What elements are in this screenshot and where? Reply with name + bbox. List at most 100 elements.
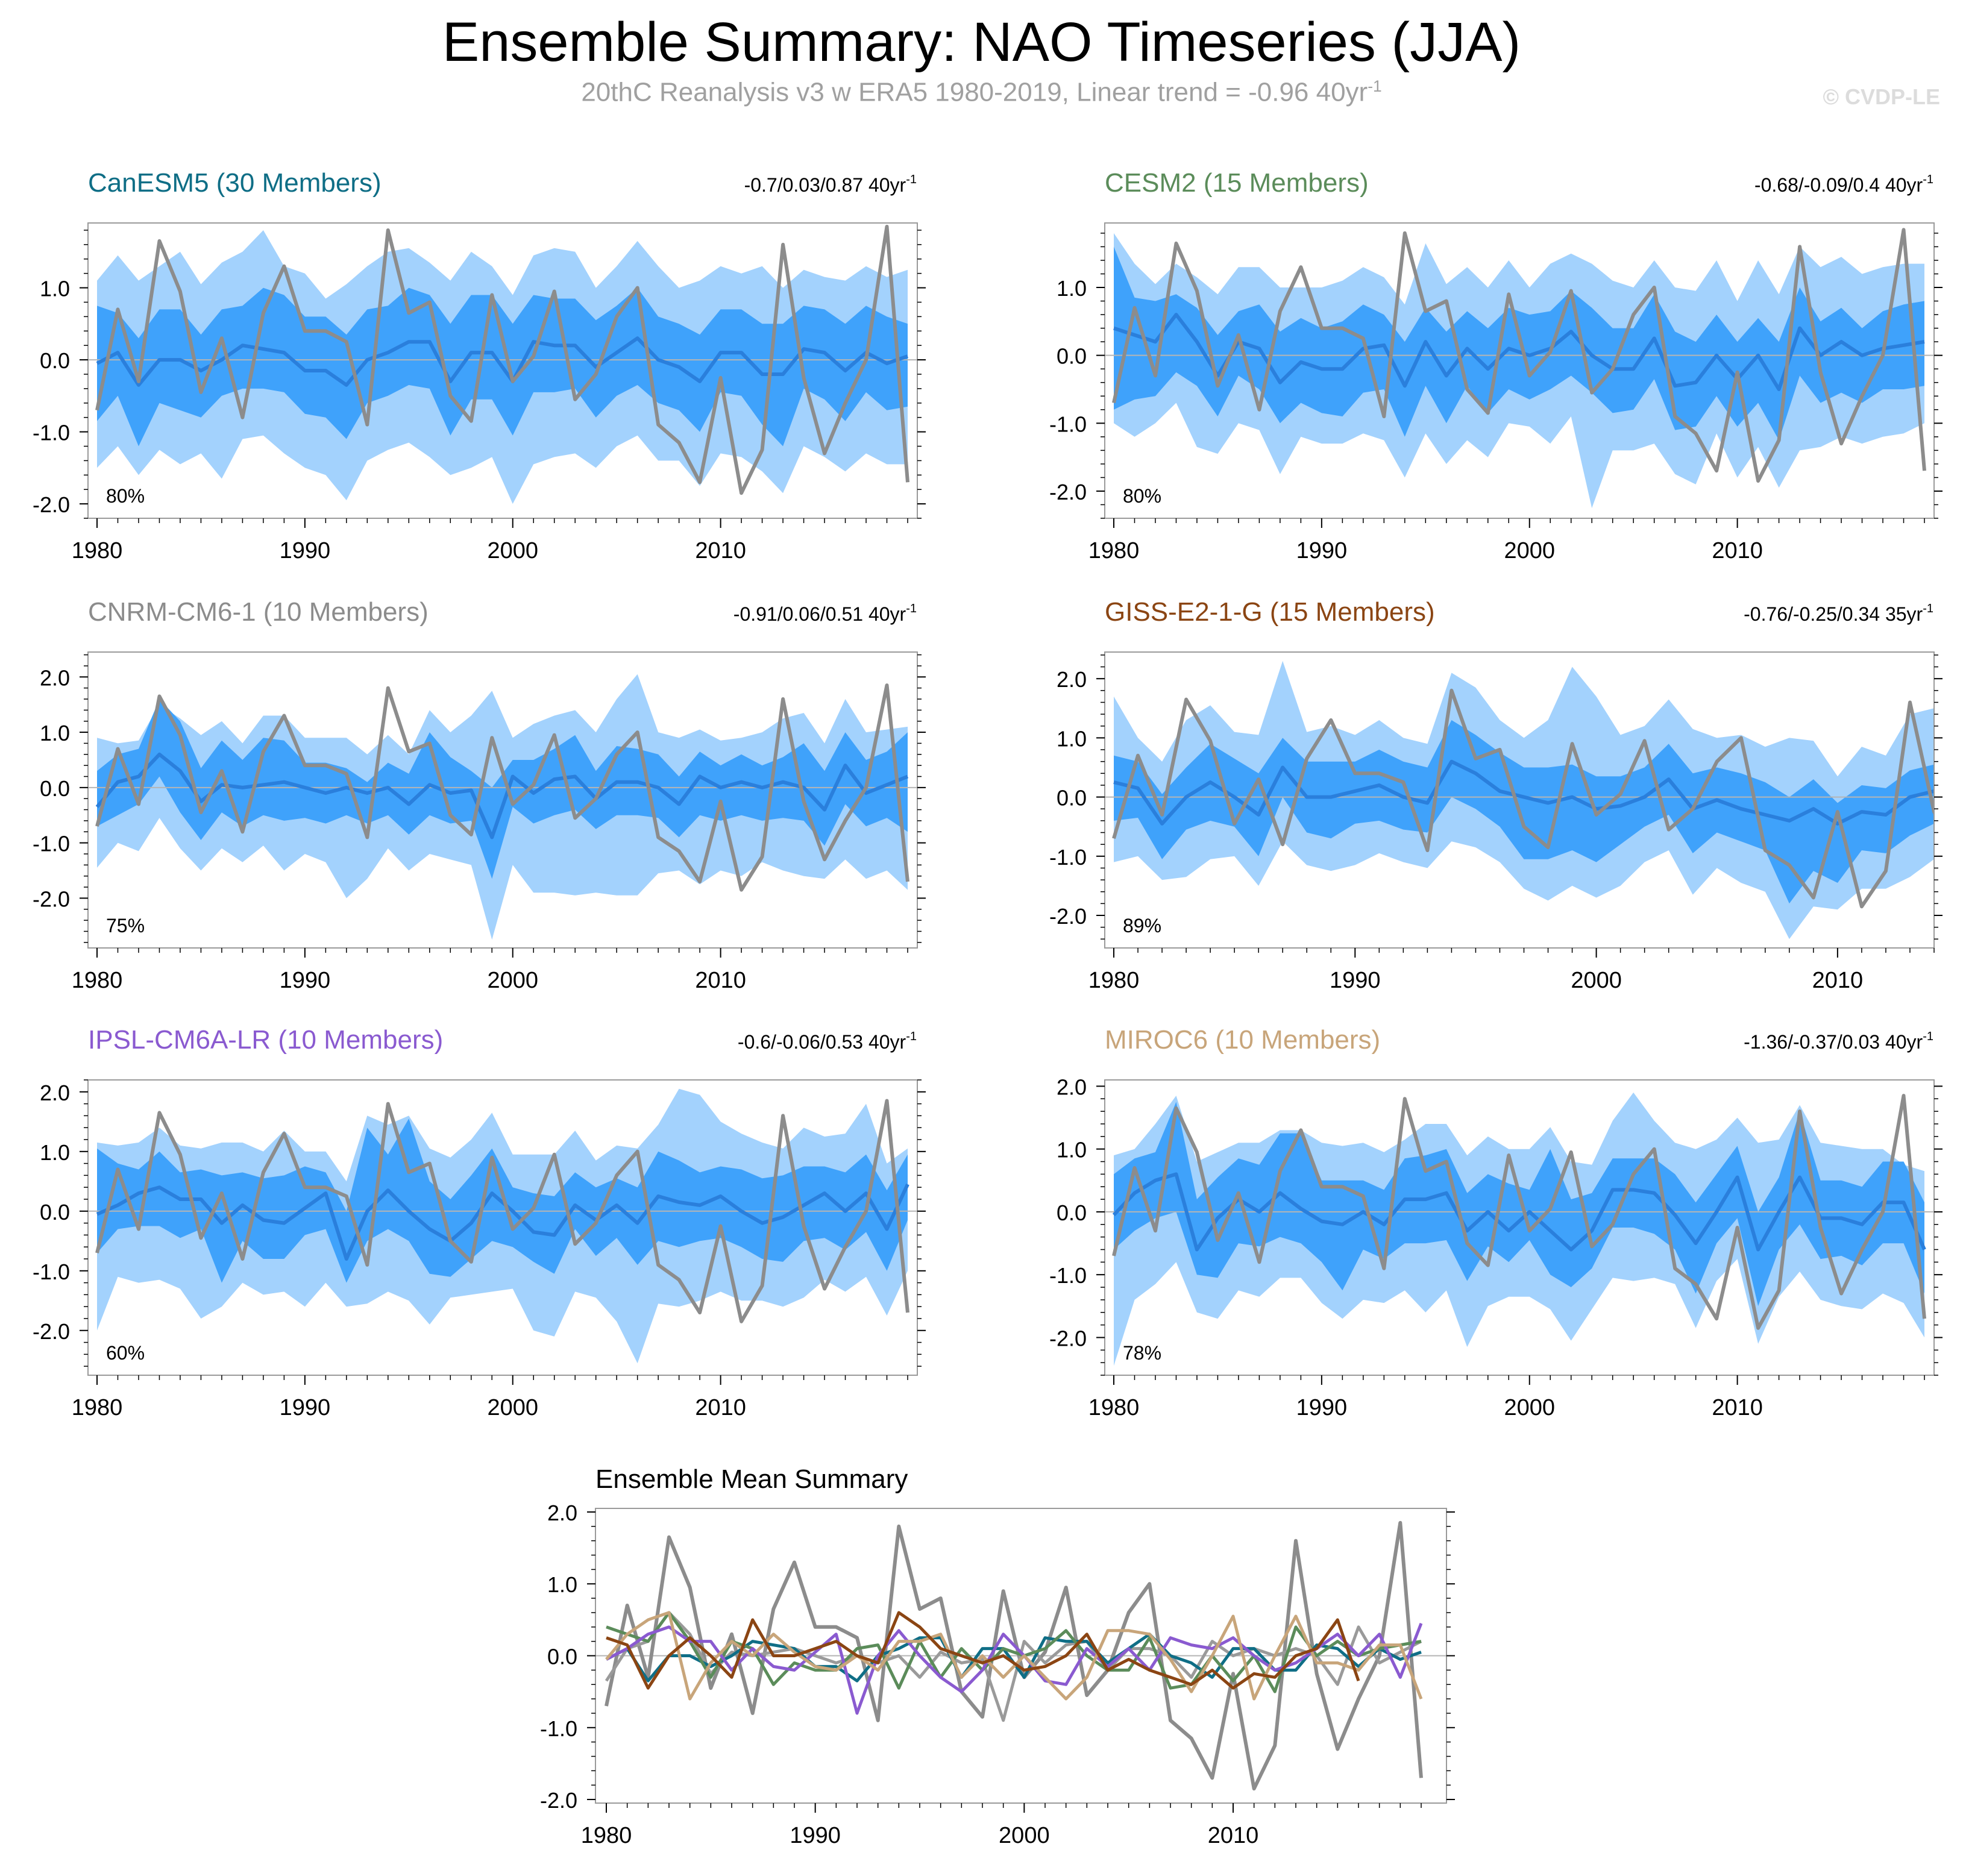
trend-label-text: -0.76/-0.25/0.34 35yr xyxy=(1744,603,1923,625)
y-tick-label: 2.0 xyxy=(40,1081,70,1105)
trend-label-text: -0.7/0.03/0.87 40yr xyxy=(744,174,906,196)
y-tick-label: -2.0 xyxy=(33,492,70,517)
x-tick-label: 1980 xyxy=(1088,968,1140,993)
y-tick-label: -1.0 xyxy=(1049,412,1087,436)
trend-label-exponent: -1 xyxy=(1923,602,1933,615)
spread-band-inner xyxy=(1114,720,1934,904)
plot-frame xyxy=(1104,1079,1935,1376)
subtitle-text: 20thC Reanalysis v3 w ERA5 1980-2019, Li… xyxy=(581,77,1368,107)
x-tick-label: 2000 xyxy=(1571,968,1622,993)
y-tick-label: -1.0 xyxy=(33,421,70,445)
plot-frame xyxy=(87,651,918,949)
y-tick-label: -2.0 xyxy=(1049,1326,1087,1351)
percent-label: 80% xyxy=(106,485,145,507)
y-tick-label: -2.0 xyxy=(1049,904,1087,929)
trend-label: -0.7/0.03/0.87 40yr-1 xyxy=(744,173,917,196)
ensemble-mean-line xyxy=(96,336,908,387)
plot-content xyxy=(88,225,917,504)
y-tick-label: 1.0 xyxy=(1057,726,1087,751)
plot-content xyxy=(1105,1092,1934,1366)
x-tick-label: 2010 xyxy=(695,1395,746,1420)
percent-label: 89% xyxy=(1123,915,1161,936)
y-tick-label: 0.0 xyxy=(40,776,70,801)
series-line-cnrm-cm6-1 xyxy=(605,1611,1422,1722)
plot-content xyxy=(1105,228,1934,509)
trend-label: -0.91/0.06/0.51 40yr-1 xyxy=(733,602,917,625)
x-tick-label: 1990 xyxy=(1296,1395,1348,1420)
x-tick-label: 1980 xyxy=(72,1395,123,1420)
panel-title: IPSL-CM6A-LR (10 Members) xyxy=(88,1025,443,1055)
trend-label-exponent: -1 xyxy=(906,173,917,186)
trend-label-text: -0.68/-0.09/0.4 40yr xyxy=(1754,174,1923,196)
subtitle-exponent: -1 xyxy=(1368,77,1382,95)
x-tick-label: 2000 xyxy=(487,538,538,563)
y-tick-label: 2.0 xyxy=(547,1501,577,1525)
x-tick-label: 1990 xyxy=(280,538,331,563)
y-tick-label: -2.0 xyxy=(33,1319,70,1344)
y-tick-label: -1.0 xyxy=(540,1716,577,1741)
y-tick-label: -1.0 xyxy=(1049,845,1087,870)
panel-title: CanESM5 (30 Members) xyxy=(88,168,382,198)
percent-label: 80% xyxy=(1123,485,1161,507)
panel-title: CESM2 (15 Members) xyxy=(1105,168,1369,198)
page-subtitle: 20thC Reanalysis v3 w ERA5 1980-2019, Li… xyxy=(0,77,1963,108)
trend-label: -1.36/-0.37/0.03 40yr-1 xyxy=(1744,1030,1933,1053)
x-tick-label: 1980 xyxy=(72,538,123,563)
y-tick-label: -2.0 xyxy=(540,1788,577,1813)
y-tick-label: 0.0 xyxy=(1057,344,1087,369)
y-tick-label: 1.0 xyxy=(547,1572,577,1597)
spread-band-inner xyxy=(97,699,908,879)
y-tick-label: 2.0 xyxy=(1057,1074,1087,1099)
plot-content xyxy=(88,674,917,940)
plot-frame xyxy=(87,222,918,519)
y-tick-label: 1.0 xyxy=(40,721,70,745)
panel-title: GISS-E2-1-G (15 Members) xyxy=(1105,597,1435,627)
observed-line xyxy=(95,225,909,495)
x-tick-label: 1980 xyxy=(1088,538,1140,563)
observed-line xyxy=(1112,1094,1926,1330)
trend-label-exponent: -1 xyxy=(1923,173,1933,186)
x-tick-label: 2010 xyxy=(695,538,746,563)
y-tick-label: 1.0 xyxy=(40,277,70,301)
summary-title: Ensemble Mean Summary xyxy=(595,1464,908,1494)
x-tick-label: 2000 xyxy=(487,968,538,993)
y-tick-label: 1.0 xyxy=(1057,1138,1087,1162)
trend-label-exponent: -1 xyxy=(1923,1030,1933,1043)
x-tick-label: 1980 xyxy=(1088,1395,1140,1420)
ensemble-mean-line xyxy=(1113,759,1934,826)
chart-panel: MIROC6 (10 Members) -1.36/-0.37/0.03 40yr… xyxy=(1049,1025,1943,1420)
observed-line xyxy=(95,1099,909,1323)
chart-panel: CNRM-CM6-1 (10 Members) -0.91/0.06/0.51 4… xyxy=(33,597,926,993)
y-tick-label: -1.0 xyxy=(33,1260,70,1284)
plot-frame xyxy=(1104,222,1935,519)
x-tick-label: 2010 xyxy=(1712,538,1763,563)
x-tick-label: 2000 xyxy=(1504,538,1555,563)
y-tick-label: 2.0 xyxy=(1057,667,1087,692)
trend-label: -0.68/-0.09/0.4 40yr-1 xyxy=(1754,173,1933,196)
x-tick-label: 2000 xyxy=(487,1395,538,1420)
spread-band-inner xyxy=(1114,1102,1924,1307)
percent-label: 78% xyxy=(1123,1342,1161,1364)
x-tick-label: 1990 xyxy=(1296,538,1348,563)
y-tick-label: 0.0 xyxy=(40,1200,70,1225)
x-tick-label: 2010 xyxy=(1812,968,1864,993)
trend-label-exponent: -1 xyxy=(906,1030,917,1043)
page-title: Ensemble Summary: NAO Timeseries (JJA) xyxy=(442,11,1521,73)
plot-content xyxy=(88,1088,917,1364)
y-tick-label: -1.0 xyxy=(1049,1263,1087,1288)
chart-panel: Ensemble Mean Summary2.01.00.0-1.0-2.019… xyxy=(540,1464,1455,1848)
trend-label-text: -0.91/0.06/0.51 40yr xyxy=(733,603,906,625)
trend-label-text: -1.36/-0.37/0.03 40yr xyxy=(1744,1031,1923,1053)
x-tick-label: 2000 xyxy=(1504,1395,1555,1420)
y-tick-label: 0.0 xyxy=(547,1645,577,1669)
x-tick-label: 1980 xyxy=(72,968,123,993)
x-tick-label: 1990 xyxy=(280,1395,331,1420)
plot-frame xyxy=(1104,651,1935,949)
x-tick-label: 2000 xyxy=(999,1823,1050,1848)
chart-panel: IPSL-CM6A-LR (10 Members) -0.6/-0.06/0.53… xyxy=(33,1025,926,1420)
y-tick-label: -2.0 xyxy=(1049,480,1087,504)
observed-line xyxy=(1112,688,1934,909)
y-tick-label: 0.0 xyxy=(40,348,70,373)
x-tick-label: 1990 xyxy=(280,968,331,993)
